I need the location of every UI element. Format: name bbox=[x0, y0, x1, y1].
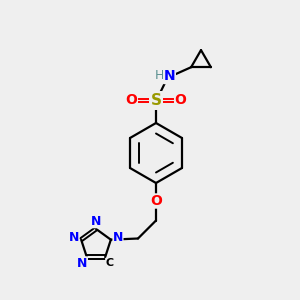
Text: O: O bbox=[150, 194, 162, 208]
Text: O: O bbox=[125, 94, 137, 107]
Text: C: C bbox=[106, 258, 114, 268]
Text: O: O bbox=[175, 94, 187, 107]
Text: N: N bbox=[69, 231, 79, 244]
Text: N: N bbox=[91, 215, 101, 228]
Text: H: H bbox=[154, 69, 164, 82]
Text: N: N bbox=[77, 257, 88, 270]
Text: N: N bbox=[113, 231, 123, 244]
Text: S: S bbox=[151, 93, 161, 108]
Text: N: N bbox=[164, 70, 175, 83]
